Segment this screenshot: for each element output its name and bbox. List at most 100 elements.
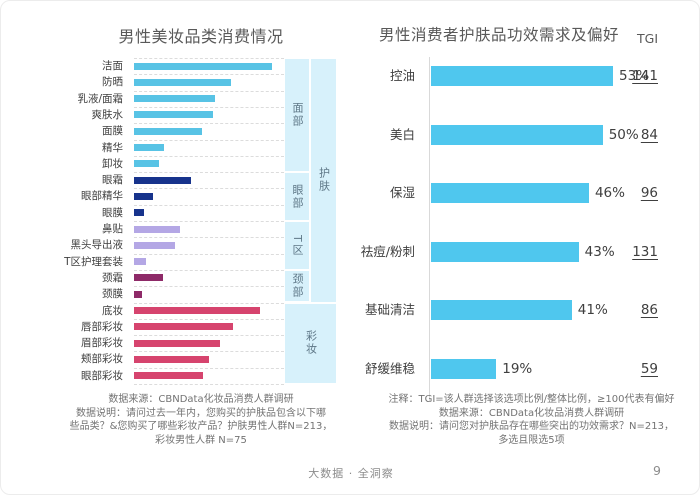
gridline: [134, 188, 284, 190]
bar: [134, 144, 165, 152]
bar: [134, 274, 163, 282]
gridline: [134, 237, 284, 239]
category-group-bands: 面部 眼部 T区 颈部 护肤 彩妆: [285, 58, 336, 385]
group-band-label: T区: [291, 234, 304, 257]
bar-row: 爽肤水: [21, 107, 284, 123]
bar: [134, 258, 147, 266]
tgi-row: 控油 53% 141: [346, 47, 658, 106]
note-line: 彩妆男性人群 N=75: [155, 434, 247, 446]
tgi-value: 86: [640, 302, 658, 318]
percent-label: 50%: [608, 126, 639, 143]
bar-row: 面膜: [21, 123, 284, 139]
gridline: [134, 139, 284, 141]
bar-row: 眼部彩妆: [21, 368, 284, 384]
group-band-label: 眼部: [291, 183, 304, 210]
group-band-label: 颈部: [291, 273, 304, 300]
tgi-value: 96: [640, 185, 658, 201]
note-line: 数据说明：请问过去一年内，您购买的护肤品包含以下哪: [76, 407, 326, 419]
category-label: T区护理套装: [64, 255, 123, 268]
bar: [134, 160, 159, 168]
bar: [134, 339, 220, 347]
category-label: 爽肤水: [91, 108, 124, 121]
category-label: 保湿: [389, 185, 415, 200]
bar-row: 颊部彩妆: [21, 351, 284, 367]
note-line: 数据来源：CBNData化妆品消费人群调研: [438, 407, 625, 419]
note-line: 些品类？&您购买了哪些彩妆产品？护肤男性人群N=213，: [69, 421, 333, 432]
bar-row: 颈霜: [21, 270, 284, 286]
category-label: 防晒: [102, 76, 123, 89]
note-line: 多选且限选5项: [498, 434, 565, 446]
bar-row: 防晒: [21, 74, 284, 90]
gridline: [134, 155, 284, 157]
bar: [134, 95, 216, 103]
gridline: [134, 123, 284, 125]
right-chart-source-note: 注释：TGI=该人群选择该选项比例/整体比例，≥100代表有偏好 数据来源：CB…: [369, 393, 694, 447]
category-label: 鼻贴: [102, 223, 123, 235]
gridline: [134, 351, 284, 353]
bar: [134, 62, 272, 70]
footer-brand: 大数据 · 全洞察: [308, 467, 394, 480]
gridline: [134, 106, 284, 108]
gridline: [134, 221, 284, 222]
tgi-row: 美白 50% 84: [346, 106, 658, 165]
tgi-column-header: TGI: [637, 31, 659, 46]
category-label: 颈霜: [102, 271, 123, 284]
gridline: [134, 74, 284, 76]
category-label: 舒缓维稳: [364, 360, 415, 376]
gridline: [134, 286, 284, 288]
bar: [134, 111, 213, 119]
bar-row: 鼻贴: [21, 221, 284, 237]
bar: [431, 124, 603, 145]
bar-row: 眼部精华: [21, 188, 284, 204]
gridline: [134, 318, 284, 320]
bar: [431, 183, 589, 204]
bar-row: 卸妆: [21, 156, 284, 172]
bar: [431, 358, 497, 379]
bar: [134, 307, 260, 315]
bar: [134, 209, 144, 217]
category-label: 眉部彩妆: [81, 337, 123, 350]
left-chart-source-note: 数据来源：CBNData化妆品消费人群调研 数据说明：请问过去一年内，您购买的护…: [36, 393, 366, 447]
group-band: 护肤: [311, 59, 336, 302]
group-band: 面部: [285, 59, 309, 172]
gridline: [134, 58, 284, 59]
bar: [134, 323, 234, 331]
right-chart-title: 男性消费者护肤品功效需求及偏好: [378, 26, 619, 44]
bar-row: T区护理套装: [21, 254, 284, 270]
gridline: [134, 335, 284, 337]
group-band: T区: [285, 222, 309, 269]
category-label: 美白: [389, 126, 415, 142]
note-line: 数据说明：请问您对护肤品存在哪些突出的功效需求？N=213，: [389, 421, 674, 432]
tgi-value: 141: [632, 68, 658, 84]
note-line: 数据来源：CBNData化妆品消费人群调研: [108, 394, 294, 405]
category-label: 眼部精华: [81, 190, 123, 203]
percent-label: 41%: [577, 302, 608, 318]
bar-row: 眉部彩妆: [21, 335, 284, 351]
category-label: 底妆: [102, 304, 123, 317]
category-label: 眼部彩妆: [81, 369, 123, 382]
category-label: 控油: [389, 68, 415, 83]
bar: [431, 300, 572, 321]
group-band: 颈部: [285, 270, 309, 302]
tgi-value: 131: [632, 243, 658, 260]
percent-label: 43%: [584, 243, 615, 260]
tgi-value: 84: [640, 126, 658, 143]
bar-row: 洁面: [21, 58, 284, 74]
category-label: 乳液/面霜: [77, 92, 123, 105]
bar-row: 颈膜: [21, 286, 284, 302]
bar-row: 乳液/面霜: [21, 91, 284, 107]
bar: [134, 355, 209, 363]
bar: [134, 192, 154, 200]
group-band-label: 护肤: [317, 167, 331, 194]
category-label: 精华: [102, 141, 123, 154]
gridline: [134, 302, 284, 304]
group-band-label: 面部: [291, 102, 304, 129]
bar-row: 唇部彩妆: [21, 319, 284, 335]
gridline: [134, 204, 284, 206]
category-label: 洁面: [102, 60, 123, 72]
gridline: [134, 384, 284, 385]
gridline: [134, 269, 284, 271]
bar-row: 底妆: [21, 303, 284, 319]
left-chart-plot: 洁面 防晒 乳液/面霜 爽肤水 面膜 精华 卸妆 眼霜 眼部精华 眼膜 鼻贴 黑头导出液 T区护理套装颈…: [21, 58, 284, 385]
